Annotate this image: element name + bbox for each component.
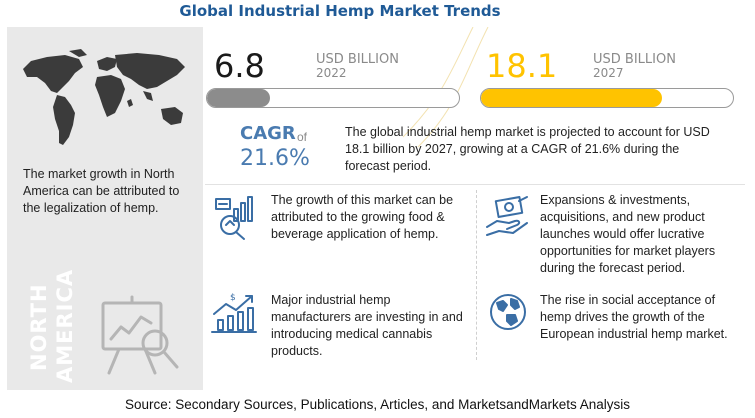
decorative-background — [402, 27, 489, 148]
main-panel — [203, 27, 752, 390]
year-2022: 2022 — [316, 66, 347, 80]
region-label-line1: NORTH — [27, 283, 51, 371]
north-america-panel: The market growth in North America can b… — [7, 27, 203, 390]
value-2027: 18.1 — [486, 47, 558, 85]
svg-text:$: $ — [230, 293, 236, 303]
value-2022: 6.8 — [214, 47, 265, 85]
year-2027: 2027 — [593, 66, 624, 80]
world-map-icon — [23, 49, 185, 145]
region-label-line2: AMERICA — [53, 268, 77, 383]
cagr-label: CAGR — [240, 123, 296, 144]
point-medical-cannabis: Major industrial hemp manufacturers are … — [271, 293, 463, 358]
bar-2022 — [206, 88, 460, 108]
page-title: Global Industrial Hemp Market Trends — [179, 2, 501, 20]
money-hand-icon — [486, 196, 528, 236]
cagr-value: 21.6% — [240, 146, 310, 171]
source-note: Source: Secondary Sources, Publications,… — [125, 397, 630, 412]
bar-2027 — [480, 88, 734, 108]
section-divider — [205, 184, 745, 185]
column-divider — [476, 190, 477, 360]
globe-icon — [490, 294, 526, 330]
north-america-text: The market growth in North America can b… — [23, 167, 180, 215]
point-food-beverage: The growth of this market can be attribu… — [271, 193, 454, 241]
cagr-of: of — [297, 130, 308, 144]
point-expansions: Expansions & investments, acquisitions, … — [540, 193, 716, 275]
point-social-acceptance: The rise in social acceptance of hemp dr… — [540, 293, 728, 341]
chart-analysis-icon — [215, 196, 253, 240]
presentation-analysis-icon — [101, 295, 179, 375]
cagr-description: The global industrial hemp market is pro… — [345, 125, 710, 173]
unit-2022: USD BILLION — [316, 52, 399, 67]
north-america-label: NORTH AMERICA — [9, 269, 99, 383]
bar-fill-2027 — [481, 89, 663, 107]
unit-2027: USD BILLION — [593, 52, 676, 67]
infographic-canvas: The market growth in North America can b… — [7, 27, 752, 390]
bar-fill-2022 — [207, 89, 270, 107]
growth-chart-icon: $ — [211, 293, 257, 333]
